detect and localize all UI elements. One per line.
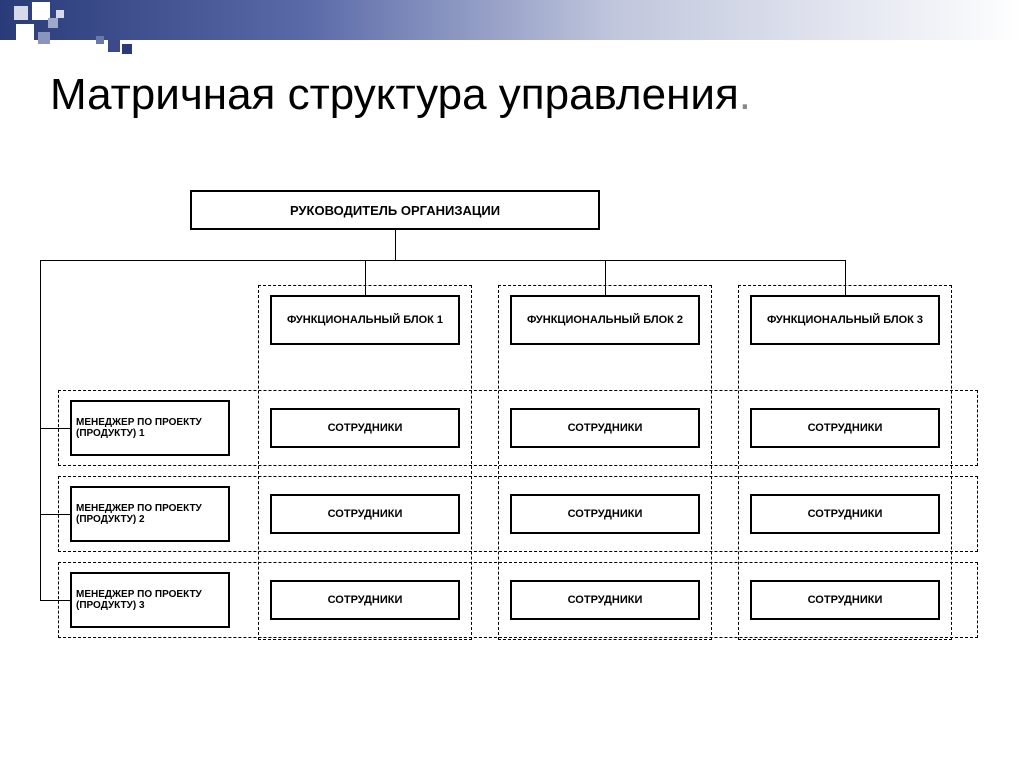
- project-manager-1: МЕНЕДЖЕР ПО ПРОЕКТУ (ПРОДУКТУ) 1: [70, 400, 230, 456]
- employee-cell-1: СОТРУДНИКИ: [270, 408, 460, 448]
- connector-line: [40, 260, 845, 261]
- employee-cell-3: СОТРУДНИКИ: [750, 408, 940, 448]
- functional-block-3: ФУНКЦИОНАЛЬНЫЙ БЛОК 3: [750, 295, 940, 345]
- slide-title: Матричная структура управления.: [50, 70, 751, 121]
- connector-line: [605, 260, 606, 295]
- connector-line: [365, 260, 366, 295]
- decoration-squares: [0, 0, 140, 50]
- project-manager-3: МЕНЕДЖЕР ПО ПРОЕКТУ (ПРОДУКТУ) 3: [70, 572, 230, 628]
- connector-line: [40, 260, 41, 600]
- project-manager-2: МЕНЕДЖЕР ПО ПРОЕКТУ (ПРОДУКТУ) 2: [70, 486, 230, 542]
- functional-block-1: ФУНКЦИОНАЛЬНЫЙ БЛОК 1: [270, 295, 460, 345]
- employee-cell-6: СОТРУДНИКИ: [750, 494, 940, 534]
- employee-cell-7: СОТРУДНИКИ: [270, 580, 460, 620]
- functional-block-2: ФУНКЦИОНАЛЬНЫЙ БЛОК 2: [510, 295, 700, 345]
- connector-line: [395, 230, 396, 260]
- employee-cell-4: СОТРУДНИКИ: [270, 494, 460, 534]
- connector-line: [40, 428, 70, 429]
- connector-line: [40, 514, 70, 515]
- connector-line: [845, 260, 846, 295]
- employee-cell-5: СОТРУДНИКИ: [510, 494, 700, 534]
- employee-cell-2: СОТРУДНИКИ: [510, 408, 700, 448]
- org-head-box: РУКОВОДИТЕЛЬ ОРГАНИЗАЦИИ: [190, 190, 600, 230]
- org-chart-diagram: РУКОВОДИТЕЛЬ ОРГАНИЗАЦИИ ФУНКЦИОНАЛЬНЫЙ Б…: [20, 190, 1000, 710]
- connector-line: [40, 600, 70, 601]
- header-gradient: [0, 0, 1024, 40]
- title-text: Матричная структура управления: [50, 70, 739, 119]
- employee-cell-8: СОТРУДНИКИ: [510, 580, 700, 620]
- employee-cell-9: СОТРУДНИКИ: [750, 580, 940, 620]
